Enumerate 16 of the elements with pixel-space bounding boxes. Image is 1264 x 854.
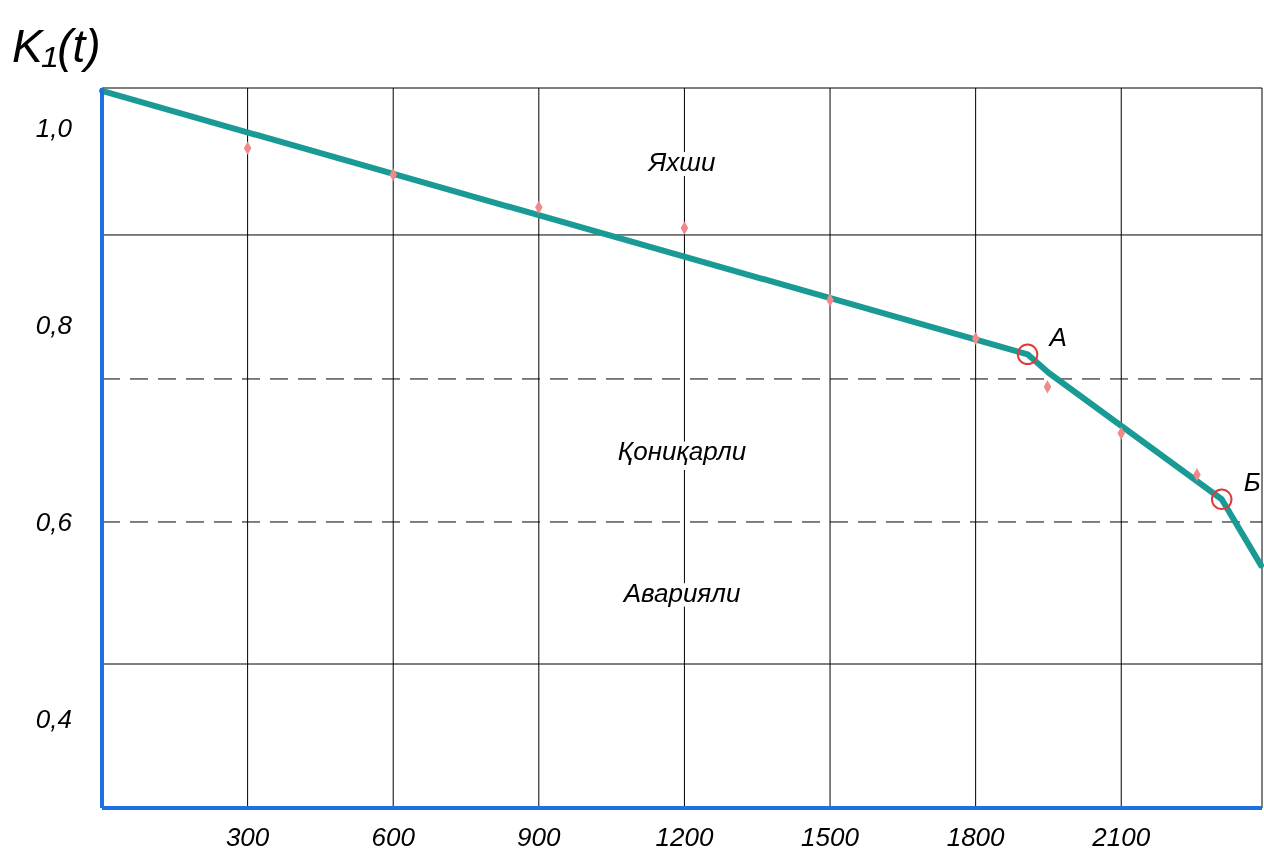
x-tick-label: 300 bbox=[225, 822, 270, 852]
x-tick-label: 1200 bbox=[655, 822, 714, 852]
y-tick-label: 0,4 bbox=[35, 704, 72, 735]
point bbox=[1016, 343, 1039, 366]
y-tick-label: 0,8 bbox=[35, 309, 73, 340]
y-tick-label: 1,0 bbox=[35, 112, 73, 143]
x-tick-label: 1800 bbox=[946, 822, 1006, 852]
point bbox=[1210, 488, 1233, 511]
x-tick-label: 900 bbox=[517, 822, 562, 852]
annotation: Б bbox=[1243, 467, 1261, 498]
x-tick-label: 1500 bbox=[801, 822, 860, 852]
x-tick-label: 2100 bbox=[1091, 822, 1151, 852]
y-axis-title: K₁(t) bbox=[12, 20, 101, 72]
annotation: A bbox=[1047, 322, 1067, 353]
y-tick-label: 0,6 bbox=[35, 507, 73, 538]
x-tick-label: 600 bbox=[371, 822, 416, 852]
